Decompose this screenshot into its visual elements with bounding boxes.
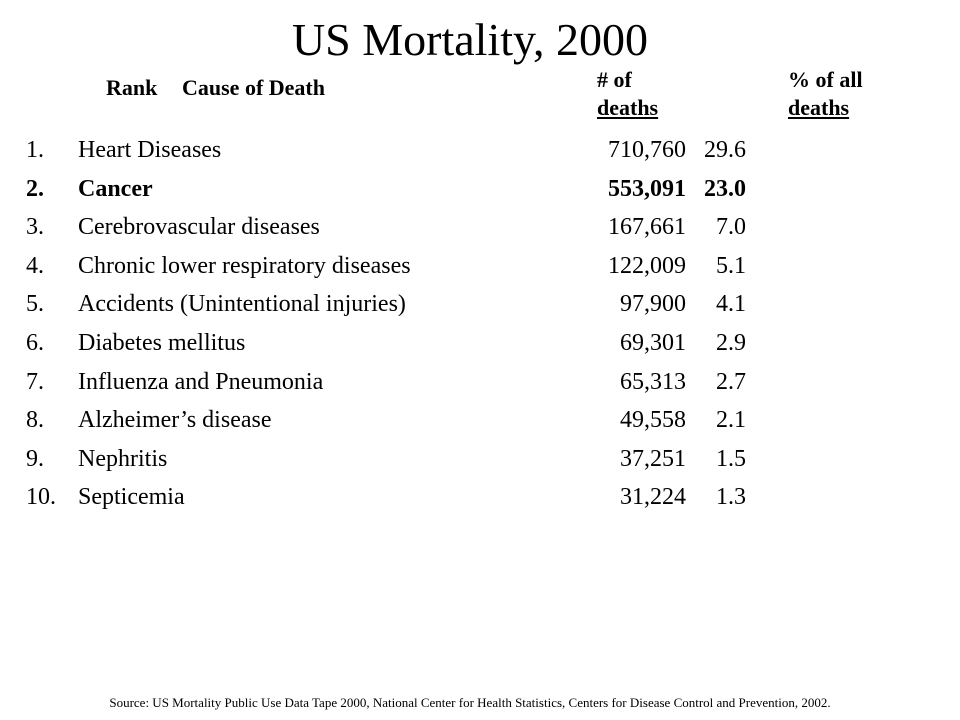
cause-column-header: Cause of Death	[182, 75, 325, 100]
rank-cell: 7.	[26, 369, 44, 395]
cause-cell: Septicemia	[78, 484, 185, 510]
table-row: 2. Cancer 553,091 23.0	[0, 172, 960, 206]
table-row: 9. Nephritis 37,251 1.5	[0, 442, 960, 476]
deaths-cell: 49,558	[620, 407, 686, 433]
table-row: 3. Cerebrovascular diseases 167,661 7.0	[0, 210, 960, 244]
table-row: 5. Accidents (Unintentional injuries) 97…	[0, 287, 960, 321]
cause-cell: Cancer	[78, 176, 153, 202]
deaths-header-line-1: # of	[597, 67, 632, 92]
percent-cell: 7.0	[716, 214, 746, 240]
table-row: 4. Chronic lower respiratory diseases 12…	[0, 249, 960, 283]
deaths-cell: 553,091	[608, 176, 686, 202]
deaths-cell: 97,900	[620, 291, 686, 317]
rank-cell: 6.	[26, 330, 44, 356]
cause-cell: Chronic lower respiratory diseases	[78, 253, 411, 279]
percent-cell: 2.1	[716, 407, 746, 433]
deaths-cell: 167,661	[608, 214, 686, 240]
deaths-cell: 122,009	[608, 253, 686, 279]
deaths-header-line-2: deaths	[597, 95, 659, 120]
source-footnote: Source: US Mortality Public Use Data Tap…	[109, 695, 831, 710]
cause-cell: Diabetes mellitus	[78, 330, 246, 356]
rank-cell: 4.	[26, 253, 44, 279]
percent-cell: 2.9	[716, 330, 746, 356]
table-row: 7. Influenza and Pneumonia 65,313 2.7	[0, 365, 960, 399]
cause-cell: Accidents (Unintentional injuries)	[78, 291, 406, 317]
percent-header-line-2: deaths	[788, 95, 850, 120]
percent-cell: 23.0	[704, 176, 746, 202]
table-row: 10. Septicemia 31,224 1.3	[0, 480, 960, 514]
cause-cell: Influenza and Pneumonia	[78, 369, 324, 395]
cause-cell: Nephritis	[78, 446, 168, 472]
percent-cell: 2.7	[716, 369, 746, 395]
deaths-cell: 710,760	[608, 137, 686, 163]
rank-column-header: Rank	[106, 75, 158, 100]
deaths-cell: 69,301	[620, 330, 686, 356]
percent-column-header: % of all deaths	[788, 66, 863, 122]
deaths-column-header: # of deaths	[597, 66, 658, 122]
percent-cell: 29.6	[704, 137, 746, 163]
percent-cell: 5.1	[716, 253, 746, 279]
percent-cell: 1.5	[716, 446, 746, 472]
deaths-cell: 31,224	[620, 484, 686, 510]
cause-cell: Cerebrovascular diseases	[78, 214, 320, 240]
rank-cell: 1.	[26, 137, 44, 163]
table-row: 8. Alzheimer’s disease 49,558 2.1	[0, 403, 960, 437]
percent-header-line-1: % of all	[788, 67, 863, 92]
slide-title: US Mortality, 2000	[291, 14, 649, 65]
rank-cell: 5.	[26, 291, 44, 317]
rank-cell: 3.	[26, 214, 44, 240]
deaths-cell: 65,313	[620, 369, 686, 395]
table-row: 6. Diabetes mellitus 69,301 2.9	[0, 326, 960, 360]
rank-cell: 9.	[26, 446, 44, 472]
percent-cell: 4.1	[716, 291, 746, 317]
cause-cell: Alzheimer’s disease	[78, 407, 272, 433]
table-row: 1. Heart Diseases 710,760 29.6	[0, 133, 960, 167]
cause-cell: Heart Diseases	[78, 137, 222, 163]
deaths-cell: 37,251	[620, 446, 686, 472]
percent-cell: 1.3	[716, 484, 746, 510]
rank-cell: 2.	[26, 176, 44, 202]
rank-cell: 8.	[26, 407, 44, 433]
rank-cell: 10.	[26, 484, 56, 510]
